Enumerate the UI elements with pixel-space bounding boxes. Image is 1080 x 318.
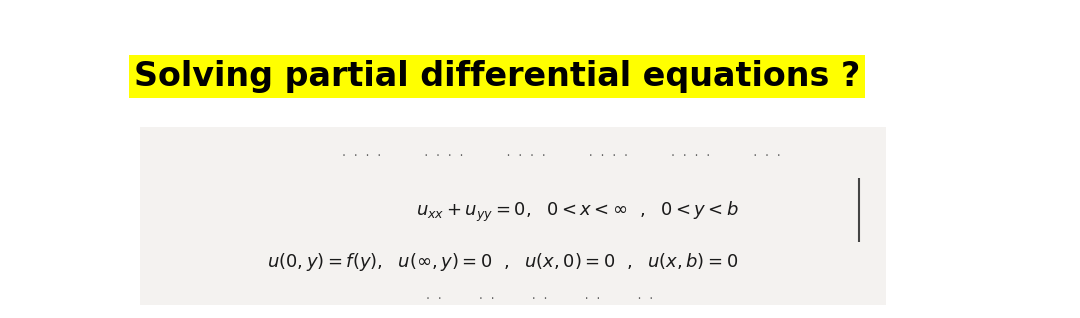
- Text: . .      . .      . .      . .      . .: . . . . . . . . . .: [426, 291, 654, 301]
- Text: $u(0,y)=f(y), \ \ u(\infty,y)=0 \ \ , \ \ u(x,0)=0 \ \ , \ \ u(x,b)=0$: $u(0,y)=f(y), \ \ u(\infty,y)=0 \ \ , \ …: [267, 251, 738, 273]
- FancyBboxPatch shape: [140, 127, 886, 305]
- Text: Solving partial differential equations ?: Solving partial differential equations ?: [134, 60, 860, 93]
- Text: . . . .       . . . .       . . . .       . . . .       . . . .       . . .: . . . . . . . . . . . . . . . . . . . . …: [341, 148, 782, 158]
- Text: $u_{xx}+u_{yy}=0, \ \ 0<x<\infty \ \ , \ \ 0<y<b$: $u_{xx}+u_{yy}=0, \ \ 0<x<\infty \ \ , \…: [416, 199, 740, 224]
